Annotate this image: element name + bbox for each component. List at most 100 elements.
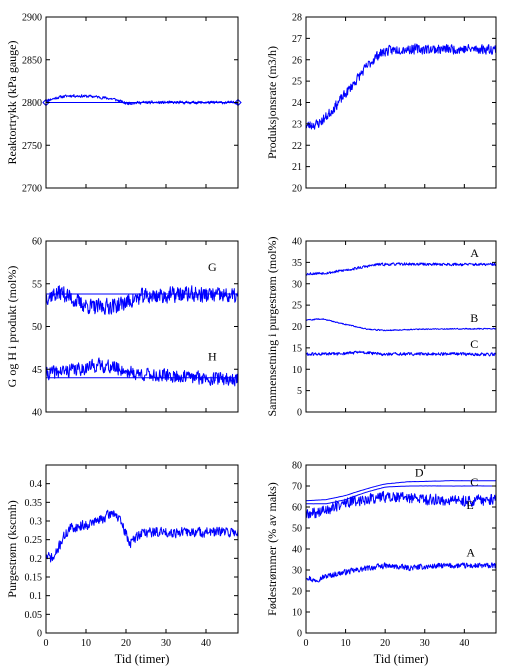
y-tick-label: 20 [292, 184, 302, 195]
y-tick-label: 30 [292, 279, 302, 290]
series-line-1 [306, 43, 496, 130]
x-tick-label: 20 [121, 638, 131, 649]
y-tick-label: 2900 [22, 13, 42, 24]
y-tick-label: 20 [292, 587, 302, 598]
y-tick-label: 55 [32, 279, 42, 290]
y-axis-label: Fødestrømmer (% av maks) [265, 482, 279, 616]
y-tick-label: 2850 [22, 55, 42, 66]
series-group [46, 94, 238, 106]
series-line-3 [306, 490, 496, 519]
series-group [306, 43, 496, 130]
subplot-4: 0 5 10 15 20 25 30 35 40 Sammensetning i purgestr… [265, 236, 497, 419]
y-tick-label: 0.15 [25, 573, 43, 584]
x-tick-label: 0 [304, 638, 309, 649]
series-line-1 [46, 285, 238, 315]
y-tick-label: 24 [292, 98, 302, 109]
y-tick-label: 25 [292, 301, 302, 312]
y-tick-label: 26 [292, 55, 302, 66]
y-tick-label: 0.4 [30, 479, 43, 490]
y-tick-label: 23 [292, 119, 302, 130]
x-tick-label: 30 [420, 638, 430, 649]
y-tick-label: 28 [292, 13, 302, 24]
x-tick-label: 40 [201, 638, 211, 649]
curve-label: A [470, 246, 479, 260]
subplot-1: 2700 2750 2800 2850 2900 Reaktortrykk (kPa ga… [5, 13, 242, 195]
axes-box [305, 240, 497, 413]
y-tick-label: 50 [32, 322, 42, 333]
x-tick-label: 30 [161, 638, 171, 649]
y-tick-label: 2750 [22, 141, 42, 152]
y-axis-label: Produksjonsrate (m3/h) [265, 46, 279, 159]
series-group [46, 509, 238, 563]
series-line-1 [306, 480, 496, 502]
x-tick-label: 20 [380, 638, 390, 649]
series-line-1 [46, 94, 238, 106]
series-line-3 [306, 350, 496, 357]
y-tick-label: 0 [37, 629, 42, 640]
y-tick-label: 0.3 [30, 517, 43, 528]
series-group [46, 285, 238, 387]
series-line-1 [306, 262, 496, 276]
y-tick-label: 10 [292, 608, 302, 619]
y-tick-label: 40 [292, 237, 302, 248]
y-tick-label: 35 [292, 258, 302, 269]
y-tick-label: 25 [292, 77, 302, 88]
y-tick-label: 5 [297, 386, 302, 397]
y-tick-label: 0 [297, 629, 302, 640]
curve-label: B [470, 311, 478, 325]
y-tick-label: 60 [32, 237, 42, 248]
y-tick-label: 40 [292, 545, 302, 556]
y-axis-label: Reaktortrykk (kPa gauge) [5, 41, 19, 165]
y-tick-label: 21 [292, 162, 302, 173]
y-axis-label: G og H i produkt (mol%) [5, 266, 19, 388]
subplot-5: 0 0.05 0.1 0.15 0.2 0.25 0.3 0.35 0.4 0 10 20 30 40 Pu… [5, 464, 239, 666]
y-tick-label: 0.2 [30, 554, 43, 565]
series-line-1 [46, 509, 238, 563]
axes-box [305, 16, 497, 189]
y-tick-label: 10 [292, 365, 302, 376]
subplot-6: 0 10 20 30 40 50 60 70 80 0 10 20 30 40 Fødestrømmer (… [265, 461, 497, 666]
curve-label: G [208, 260, 217, 274]
subplot-2: 20 21 22 23 24 25 26 27 28 Produksjonsrate (m3/h) [265, 13, 497, 195]
x-tick-label: 10 [81, 638, 91, 649]
y-tick-label: 60 [292, 503, 302, 514]
axes-box [45, 464, 239, 634]
y-axis-label: Purgestrøm (kscmh) [5, 500, 19, 597]
series-line-2 [306, 318, 496, 332]
y-tick-label: 0.05 [25, 610, 43, 621]
curve-label: C [470, 475, 478, 489]
y-tick-label: 70 [292, 482, 302, 493]
y-tick-label: 40 [32, 408, 42, 419]
y-axis-label: Sammensetning i purgestrøm (mol%) [265, 236, 279, 416]
subplot-3: 40 45 50 55 60 G og H i produkt (mol%) G H [5, 237, 239, 419]
curve-label: H [208, 350, 217, 364]
x-tick-label: 40 [459, 638, 469, 649]
y-tick-label: 0 [297, 408, 302, 419]
y-tick-label: 0.35 [25, 498, 43, 509]
y-tick-label: 80 [292, 461, 302, 472]
curve-label: C [470, 337, 478, 351]
y-tick-label: 0.1 [30, 591, 43, 602]
curve-label: D [415, 466, 424, 480]
series-line-4 [306, 562, 496, 583]
series-group [306, 480, 496, 583]
y-tick-label: 15 [292, 343, 302, 354]
y-tick-label: 27 [292, 34, 302, 45]
series-group [306, 262, 496, 357]
x-axis-label: Tid (timer) [374, 652, 429, 666]
curve-label: E [466, 498, 473, 512]
diamond-marker [234, 98, 242, 107]
y-tick-label: 50 [292, 524, 302, 535]
x-tick-label: 10 [341, 638, 351, 649]
y-tick-label: 2800 [22, 98, 42, 109]
curve-label: A [466, 545, 475, 559]
y-tick-label: 0.25 [25, 535, 43, 546]
y-tick-label: 22 [292, 141, 302, 152]
y-tick-label: 30 [292, 566, 302, 577]
x-tick-label: 0 [44, 638, 49, 649]
y-tick-label: 20 [292, 322, 302, 333]
y-tick-label: 2700 [22, 184, 42, 195]
x-axis-label: Tid (timer) [115, 652, 170, 666]
y-tick-label: 45 [32, 365, 42, 376]
